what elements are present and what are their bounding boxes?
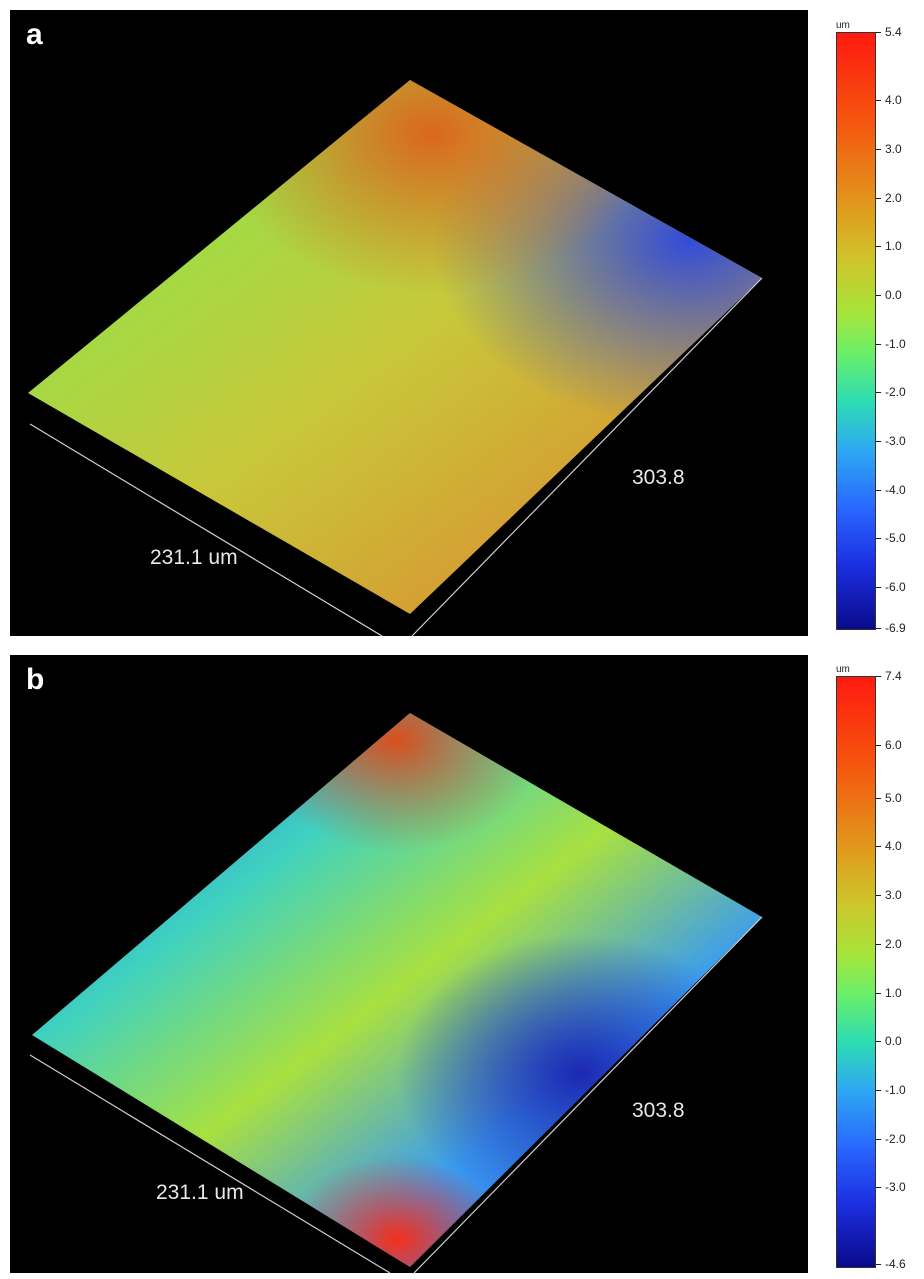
tick-a-7: -2.0: [876, 386, 906, 398]
x-dimension-label-b: 231.1 um: [156, 1181, 244, 1204]
tick-b-0: 7.4: [876, 670, 902, 682]
panel-label-b: b: [26, 663, 45, 696]
tick-b-2: 5.0: [876, 792, 902, 804]
tick-b-1: 6.0: [876, 739, 902, 751]
tick-a-4: 1.0: [876, 240, 902, 252]
colorbar-a: [836, 32, 876, 630]
tick-a-12: -6.9: [876, 622, 906, 634]
surface-render-b: [29, 713, 763, 1273]
tick-b-5: 2.0: [876, 938, 902, 950]
tick-a-2: 3.0: [876, 143, 902, 155]
tick-a-8: -3.0: [876, 435, 906, 447]
surface-3d-plot-a: a 231.1 um 303.8: [10, 10, 808, 636]
x-dimension-label-a: 231.1 um: [150, 546, 238, 569]
surface-render-a: [28, 80, 763, 636]
tick-a-0: 5.4: [876, 26, 902, 38]
tick-b-10: -3.0: [876, 1181, 906, 1193]
tick-a-5: 0.0: [876, 289, 902, 301]
tick-a-3: 2.0: [876, 192, 902, 204]
tick-b-4: 3.0: [876, 889, 902, 901]
tick-a-10: -5.0: [876, 532, 906, 544]
tick-b-9: -2.0: [876, 1133, 906, 1145]
colorbar-unit-b: um: [836, 664, 850, 675]
colorbar-b: [836, 676, 876, 1268]
tick-a-6: -1.0: [876, 338, 906, 350]
tick-a-11: -6.0: [876, 581, 906, 593]
tick-b-6: 1.0: [876, 987, 902, 999]
tick-b-7: 0.0: [876, 1035, 902, 1047]
tick-a-9: -4.0: [876, 484, 906, 496]
tick-b-3: 4.0: [876, 840, 902, 852]
tick-b-11: -4.6: [876, 1258, 906, 1270]
tick-b-8: -1.0: [876, 1084, 906, 1096]
surface-3d-plot-b: b 231.1 um 303.8: [10, 655, 808, 1273]
tick-a-1: 4.0: [876, 94, 902, 106]
panel-label-a: a: [26, 18, 43, 51]
colorbar-unit-a: um: [836, 20, 850, 31]
y-dimension-label-a: 303.8: [632, 466, 685, 489]
y-dimension-label-b: 303.8: [632, 1099, 685, 1122]
